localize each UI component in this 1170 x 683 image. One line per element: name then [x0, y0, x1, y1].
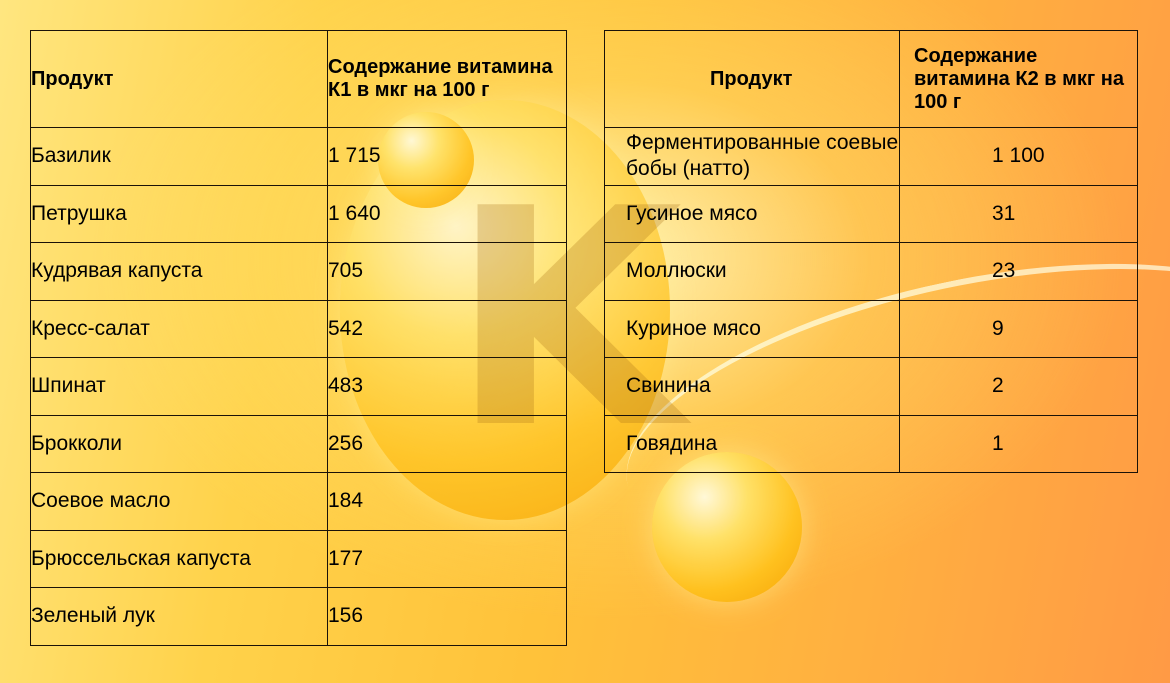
product-name: Брокколи	[30, 414, 328, 473]
vitamin-amount: 1	[899, 414, 1138, 473]
table-row: Зеленый лук 156	[30, 587, 567, 646]
table-row: Базилик 1 715	[30, 127, 567, 186]
small-vitamin-sphere	[652, 452, 802, 602]
product-name: Свинина	[604, 357, 900, 416]
table-row: Шпинат 483	[30, 357, 567, 416]
vitamin-k1-table: Продукт Содержание витамина К1 в мкг на …	[30, 30, 567, 646]
vitamin-amount: 1 100	[899, 127, 1138, 186]
table-row: Петрушка 1 640	[30, 184, 567, 243]
vitamin-amount: 483	[327, 357, 567, 416]
header-product: Продукт	[30, 30, 328, 128]
product-name: Гусиное мясо	[604, 184, 900, 243]
vitamin-amount: 542	[327, 299, 567, 358]
product-name: Моллюски	[604, 242, 900, 301]
table-row: Говядина 1	[604, 414, 1138, 473]
vitamin-amount: 1 640	[327, 184, 567, 243]
header-vitamin-k2: Содержание витамина К2 в мкг на 100 г	[899, 30, 1138, 128]
table-row: Брюссельская капуста 177	[30, 529, 567, 588]
product-name: Зеленый лук	[30, 587, 328, 646]
product-name: Кудрявая капуста	[30, 242, 328, 301]
product-name: Петрушка	[30, 184, 328, 243]
product-name: Брюссельская капуста	[30, 529, 328, 588]
vitamin-amount: 156	[327, 587, 567, 646]
table-row: Кудрявая капуста 705	[30, 242, 567, 301]
product-name: Говядина	[604, 414, 900, 473]
table-row: Гусиное мясо 31	[604, 184, 1138, 243]
table-row: Моллюски 23	[604, 242, 1138, 301]
vitamin-amount: 23	[899, 242, 1138, 301]
table-row: Соевое масло 184	[30, 472, 567, 531]
product-name: Шпинат	[30, 357, 328, 416]
vitamin-amount: 256	[327, 414, 567, 473]
product-name: Базилик	[30, 127, 328, 186]
table-row: Свинина 2	[604, 357, 1138, 416]
header-vitamin-k1: Содержание витамина К1 в мкг на 100 г	[327, 30, 567, 128]
product-name: Соевое масло	[30, 472, 328, 531]
vitamin-amount: 184	[327, 472, 567, 531]
table-header-row: Продукт Содержание витамина К1 в мкг на …	[30, 30, 567, 128]
product-name: Кресс-салат	[30, 299, 328, 358]
table-row: Брокколи 256	[30, 414, 567, 473]
vitamin-amount: 1 715	[327, 127, 567, 186]
vitamin-amount: 705	[327, 242, 567, 301]
product-name: Ферментированные соевые бобы (натто)	[604, 127, 900, 186]
header-product: Продукт	[604, 30, 900, 128]
table-row: Кресс-салат 542	[30, 299, 567, 358]
vitamin-amount: 177	[327, 529, 567, 588]
table-header-row: Продукт Содержание витамина К2 в мкг на …	[604, 30, 1138, 128]
table-row: Куриное мясо 9	[604, 299, 1138, 358]
table-row: Ферментированные соевые бобы (натто) 1 10…	[604, 127, 1138, 186]
vitamin-k2-table: Продукт Содержание витамина К2 в мкг на …	[604, 30, 1138, 473]
vitamin-amount: 9	[899, 299, 1138, 358]
product-name: Куриное мясо	[604, 299, 900, 358]
vitamin-amount: 2	[899, 357, 1138, 416]
vitamin-amount: 31	[899, 184, 1138, 243]
